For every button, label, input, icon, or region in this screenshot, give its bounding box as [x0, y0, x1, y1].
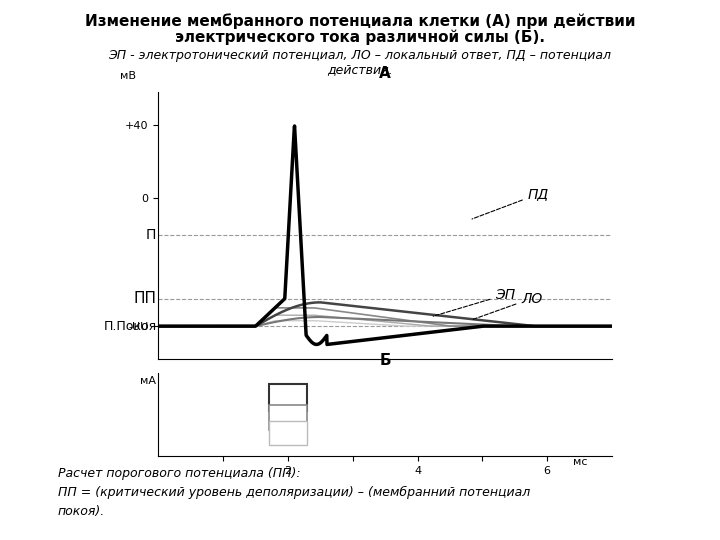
Text: ЭП: ЭП [433, 288, 516, 316]
Text: ПД: ПД [472, 187, 549, 219]
Text: П.Покоя: П.Покоя [104, 320, 156, 333]
Text: покоя).: покоя). [58, 505, 105, 518]
Text: ПП = (критический уровень деполяризации) – (мембранний потенциал: ПП = (критический уровень деполяризации)… [58, 486, 530, 499]
Bar [269, 406, 307, 430]
Text: мс: мс [573, 457, 588, 467]
Text: Б: Б [379, 353, 391, 368]
Text: Изменение мембранного потенциала клетки (А) при действии: Изменение мембранного потенциала клетки … [85, 14, 635, 29]
Bar [269, 384, 307, 410]
Text: электрического тока различной силы (Б).: электрического тока различной силы (Б). [175, 30, 545, 45]
Text: ЭП - электротонический потенциал, ЛО – локальный ответ, ПД – потенциал
действия.: ЭП - электротонический потенциал, ЛО – л… [109, 49, 611, 77]
Text: мВ: мВ [120, 71, 135, 81]
Text: А: А [379, 66, 391, 81]
Text: П: П [146, 227, 156, 241]
Text: ПП: ПП [133, 291, 156, 306]
Text: ЛО: ЛО [472, 292, 543, 320]
Bar [269, 421, 307, 445]
Text: мА: мА [140, 376, 156, 387]
Text: Расчет порогового потенциала (ПП):: Расчет порогового потенциала (ПП): [58, 467, 300, 480]
